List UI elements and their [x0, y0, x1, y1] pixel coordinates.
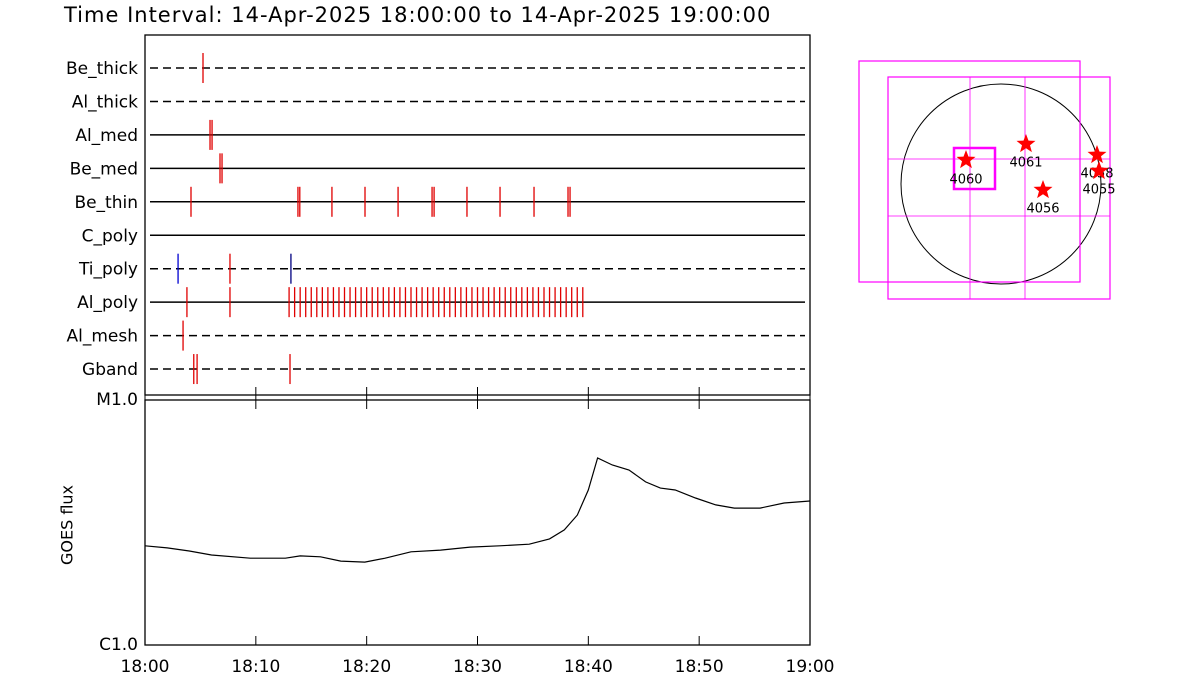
x-tick-label: 18:10: [231, 657, 280, 677]
timeline-frame: [144, 34, 811, 396]
goes-curve: [144, 457, 811, 563]
row-label: Al_thick: [72, 92, 138, 112]
goes-frame: [144, 399, 811, 646]
row-label: Be_med: [70, 159, 138, 179]
region-label: 4060: [949, 173, 982, 188]
x-tick-label: 18:20: [342, 657, 391, 677]
chart-title: Time Interval: 14-Apr-2025 18:00:00 to 1…: [63, 3, 771, 27]
region-label: 4056: [1026, 202, 1059, 217]
region-label: 4061: [1009, 156, 1042, 171]
x-tick-label: 19:00: [786, 657, 835, 677]
row-label: Ti_poly: [78, 260, 138, 280]
y-tick-label: C1.0: [99, 635, 138, 655]
x-tick-label: 18:00: [121, 657, 170, 677]
y-axis-label: GOES flux: [58, 485, 77, 565]
row-label: C_poly: [82, 226, 138, 246]
fov-box: [887, 76, 1111, 300]
region-star: [1089, 161, 1109, 180]
row-label: Al_mesh: [66, 327, 138, 347]
region-star: [956, 150, 976, 169]
sun-map: 40604061405840554056: [858, 60, 1116, 300]
region-star: [1087, 145, 1107, 164]
y-tick-label: M1.0: [96, 390, 138, 410]
region-star: [1033, 180, 1053, 199]
region-label: 4055: [1082, 183, 1115, 198]
solar-disk: [900, 83, 1102, 285]
x-tick-label: 18:30: [453, 657, 502, 677]
fov-box: [858, 60, 1081, 283]
row-label: Be_thin: [74, 193, 138, 213]
x-tick-label: 18:40: [564, 657, 613, 677]
row-label: Be_thick: [66, 59, 138, 79]
row-label: Al_med: [75, 126, 138, 146]
row-label: Al_poly: [77, 293, 138, 313]
x-tick-label: 18:50: [675, 657, 724, 677]
row-label: Gband: [82, 360, 138, 380]
target-box: [952, 146, 997, 191]
region-star: [1016, 134, 1036, 153]
